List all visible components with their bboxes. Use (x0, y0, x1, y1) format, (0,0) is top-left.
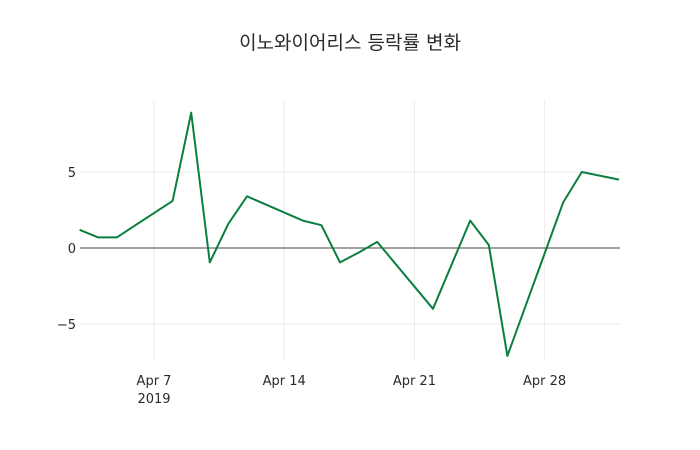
data-series (79, 111, 620, 357)
x-axis: Apr 7 2019 Apr 14 Apr 21 Apr 28 (137, 374, 567, 407)
x-tick-label: Apr 14 (263, 374, 306, 389)
x-tick-label: Apr 28 (523, 374, 566, 389)
y-tick-label: −5 (57, 318, 76, 333)
y-tick-label: 0 (68, 242, 76, 257)
x-tick-year: 2019 (137, 392, 170, 407)
y-axis: 5 0 −5 (57, 166, 76, 333)
grid-lines (80, 100, 620, 360)
x-tick-label: Apr 7 (137, 374, 172, 389)
chart-title: 이노와이어리스 등락률 변화 (239, 32, 461, 54)
x-tick-label: Apr 21 (393, 374, 436, 389)
y-tick-label: 5 (68, 166, 76, 181)
line-series (79, 111, 620, 357)
